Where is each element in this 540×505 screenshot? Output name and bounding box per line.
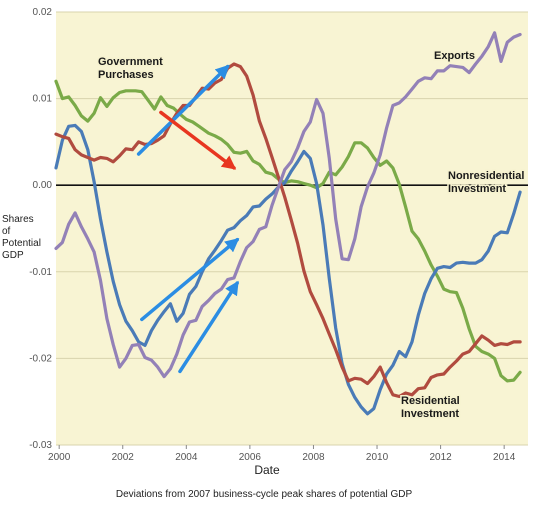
series-line-exports [54,31,522,379]
annotation-arrows [136,64,240,374]
annotation-arrow-1 [136,64,230,156]
annotation-arrow-2 [159,110,237,170]
y-tick-label: -0.02 [29,353,52,364]
y-tick-label: -0.03 [29,440,52,451]
x-tick-label: 2002 [112,452,135,463]
annotation-arrow-4 [178,280,239,374]
series-line-residential-investment [54,62,522,399]
x-tick-label: 2000 [48,452,71,463]
series-line-government-purchases [54,79,522,383]
y-axis-ticks: -0.03 -0.02 -0.01 0.00 0.01 0.02 [29,7,52,451]
y-axis-label-line-1: Shares [2,214,34,225]
y-axis-label-line-2: of [2,226,11,237]
y-tick-label: -0.01 [29,267,52,278]
x-axis-label: Date [254,463,280,477]
x-tick-label: 2010 [366,452,389,463]
y-axis-label-line-3: Potential [2,238,41,249]
y-tick-label: 0.00 [33,180,53,191]
y-tick-label: 0.02 [33,7,53,18]
series-line-nonresidential-investment [54,123,522,416]
x-axis-ticks: 2000 2002 2004 2006 2008 2010 2012 2014 [48,445,516,463]
label-residential-investment-line-2: Investment [401,408,459,420]
label-exports: Exports [434,50,475,62]
x-tick-label: 2008 [302,452,325,463]
x-tick-label: 2006 [239,452,262,463]
x-tick-label: 2004 [175,452,198,463]
x-tick-label: 2012 [429,452,452,463]
series-labels: Government Purchases Exports Nonresident… [97,49,526,422]
x-tick-label: 2014 [493,452,516,463]
y-axis-label-line-4: GDP [2,250,24,261]
label-nonresidential-investment-line-1: Nonresidential [448,170,524,182]
annotation-arrow-3 [140,237,240,322]
label-nonresidential-investment-line-2: Investment [448,183,506,195]
chart-caption: Deviations from 2007 business-cycle peak… [116,489,413,500]
y-axis-label: Shares of Potential GDP [2,214,41,261]
series-lines [54,31,522,416]
label-government-purchases-line-2: Purchases [98,69,154,81]
label-residential-investment-line-1: Residential [401,395,460,407]
y-tick-label: 0.01 [33,94,53,105]
label-government-purchases-line-1: Government [98,56,163,68]
